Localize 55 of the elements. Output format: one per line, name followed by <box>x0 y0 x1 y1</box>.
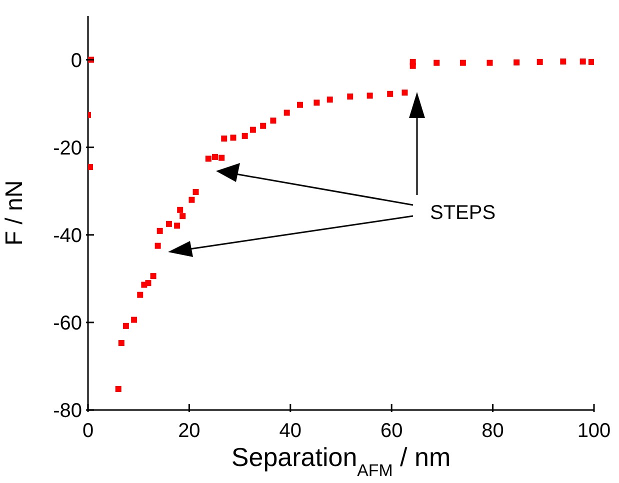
point <box>588 58 594 65</box>
point <box>137 292 144 298</box>
point <box>402 90 408 96</box>
x-axis-title: Separation$_{AFM}$ / nm <box>231 442 451 480</box>
point <box>180 213 186 220</box>
point <box>88 164 94 170</box>
point <box>260 122 266 129</box>
point <box>580 58 586 65</box>
point <box>560 58 566 65</box>
y-tick-label: 0 <box>70 50 82 72</box>
point <box>150 273 156 280</box>
point <box>366 92 373 99</box>
point <box>122 322 129 329</box>
point <box>174 222 180 229</box>
x-tick-label: 20 <box>178 420 200 442</box>
point <box>297 102 304 108</box>
point <box>118 340 124 346</box>
point <box>145 280 152 286</box>
point <box>166 220 172 227</box>
point <box>326 96 333 103</box>
point <box>188 196 195 203</box>
x-tick-label: 100 <box>577 420 611 442</box>
y-tick-label: -60 <box>53 312 82 334</box>
y-tick-label: -80 <box>53 400 82 422</box>
x-tick-label: 40 <box>279 420 302 442</box>
point <box>284 110 290 116</box>
point <box>347 94 354 100</box>
point <box>115 386 122 392</box>
point <box>250 126 256 133</box>
point <box>212 154 218 160</box>
point <box>230 134 236 141</box>
annotation: STEPS <box>430 202 496 224</box>
point <box>434 60 440 66</box>
y-tick-label: -20 <box>53 137 82 160</box>
y-tick-label: -40 <box>53 224 82 247</box>
point <box>486 60 493 66</box>
x-tick-label: 80 <box>482 420 504 442</box>
x-tick-label: 60 <box>380 420 403 442</box>
point <box>242 132 248 139</box>
point <box>410 58 416 65</box>
point <box>177 206 184 213</box>
point <box>314 100 320 106</box>
point <box>205 156 212 162</box>
point <box>514 59 520 66</box>
point <box>218 154 225 161</box>
point <box>387 90 394 97</box>
point <box>270 118 276 124</box>
point <box>131 316 138 323</box>
y-axis-title: F / nN <box>1 180 28 246</box>
point <box>460 60 466 66</box>
point <box>156 228 163 234</box>
point <box>192 188 199 195</box>
point <box>154 242 161 249</box>
point <box>221 136 228 142</box>
point <box>536 58 543 65</box>
